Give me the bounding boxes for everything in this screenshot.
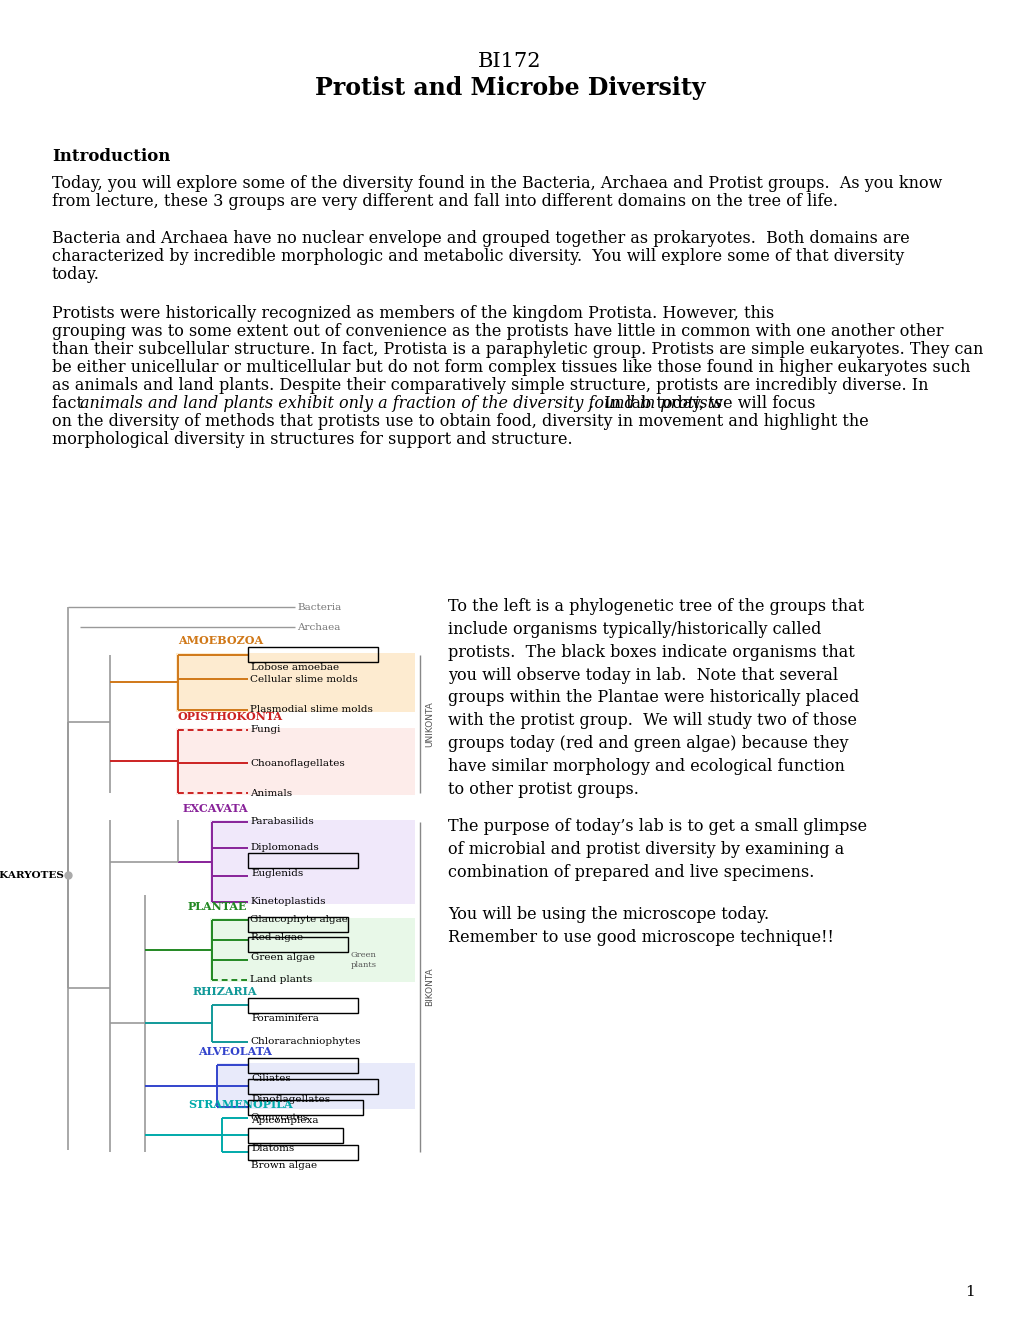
Text: ALVEOLATA: ALVEOLATA — [198, 1045, 272, 1057]
Text: morphological diversity in structures for support and structure.: morphological diversity in structures fo… — [52, 432, 572, 447]
Text: STRAMENOPILA: STRAMENOPILA — [187, 1100, 292, 1110]
Text: from lecture, these 3 groups are very different and fall into different domains : from lecture, these 3 groups are very di… — [52, 193, 838, 210]
Text: Diatoms: Diatoms — [251, 1144, 293, 1152]
Text: today.: today. — [52, 267, 100, 282]
Text: Plasmodial slime molds: Plasmodial slime molds — [250, 705, 373, 714]
Text: Dinoflagellates: Dinoflagellates — [251, 1096, 330, 1104]
Text: .  In lab today, we will focus: . In lab today, we will focus — [588, 395, 815, 412]
Text: Bacteria: Bacteria — [297, 602, 341, 611]
Bar — [176, 729, 415, 795]
Text: Glaucophyte algae: Glaucophyte algae — [250, 916, 347, 924]
Text: Apicomplexa: Apicomplexa — [251, 1115, 318, 1125]
Text: To the left is a phylogenetic tree of the groups that
include organisms typicall: To the left is a phylogenetic tree of th… — [447, 598, 863, 797]
Text: Archaea: Archaea — [297, 623, 340, 631]
Text: Introduction: Introduction — [52, 148, 170, 165]
Text: Euglenids: Euglenids — [251, 869, 303, 878]
Text: Foraminifera: Foraminifera — [251, 1014, 319, 1023]
Text: animals and land plants exhibit only a fraction of the diversity found in protis: animals and land plants exhibit only a f… — [79, 395, 721, 412]
Text: OPISTHOKONTA: OPISTHOKONTA — [178, 711, 283, 722]
Text: fact: fact — [52, 395, 88, 412]
Bar — [248, 998, 358, 1012]
Bar — [248, 917, 347, 932]
Text: Protist and Microbe Diversity: Protist and Microbe Diversity — [315, 77, 704, 100]
Text: Protists were historically recognized as members of the kingdom Protista. Howeve: Protists were historically recognized as… — [52, 305, 773, 322]
Text: Chlorarachniophytes: Chlorarachniophytes — [250, 1038, 360, 1047]
Text: 1: 1 — [964, 1284, 974, 1299]
Bar — [217, 1063, 415, 1109]
Text: Lobose amoebae: Lobose amoebae — [251, 663, 338, 672]
Text: EUKARYOTES: EUKARYOTES — [0, 870, 64, 879]
Bar — [248, 1078, 378, 1094]
Text: BI172: BI172 — [478, 51, 541, 71]
Text: Oomycetes: Oomycetes — [250, 1114, 308, 1122]
Text: as animals and land plants. Despite their comparatively simple structure, protis: as animals and land plants. Despite thei… — [52, 378, 927, 393]
Text: Choanoflagellates: Choanoflagellates — [250, 759, 344, 767]
Text: Brown algae: Brown algae — [251, 1162, 317, 1170]
Text: Diplomonads: Diplomonads — [250, 843, 319, 853]
Text: be either unicellular or multicellular but do not form complex tissues like thos: be either unicellular or multicellular b… — [52, 359, 969, 376]
Text: Animals: Animals — [250, 788, 291, 797]
Bar — [210, 917, 415, 982]
Text: than their subcellular structure. In fact, Protista is a paraphyletic group. Pro: than their subcellular structure. In fac… — [52, 341, 982, 358]
Text: Parabasilids: Parabasilids — [250, 817, 314, 826]
Text: UNIKONTA: UNIKONTA — [425, 701, 434, 747]
Text: on the diversity of methods that protists use to obtain food, diversity in movem: on the diversity of methods that protist… — [52, 413, 868, 430]
Bar — [248, 1129, 342, 1143]
Text: EXCAVATA: EXCAVATA — [182, 803, 249, 814]
Text: Green
plants: Green plants — [351, 952, 377, 969]
Bar — [210, 820, 415, 904]
Bar — [248, 1059, 358, 1073]
Text: Green algae: Green algae — [251, 953, 315, 962]
Text: Kinetoplastids: Kinetoplastids — [250, 898, 325, 907]
Text: PLANTAE: PLANTAE — [187, 902, 248, 912]
Text: characterized by incredible morphologic and metabolic diversity.  You will explo: characterized by incredible morphologic … — [52, 248, 904, 265]
Text: Fungi: Fungi — [250, 726, 280, 734]
Text: The purpose of today’s lab is to get a small glimpse
of microbial and protist di: The purpose of today’s lab is to get a s… — [447, 818, 866, 880]
Bar — [248, 937, 347, 952]
Text: You will be using the microscope today.
Remember to use good microscope techniqu: You will be using the microscope today. … — [447, 906, 834, 946]
Text: Ciliates: Ciliates — [251, 1074, 290, 1082]
Bar — [248, 1100, 363, 1115]
Text: Cellular slime molds: Cellular slime molds — [250, 675, 358, 684]
Text: grouping was to some extent out of convenience as the protists have little in co: grouping was to some extent out of conve… — [52, 323, 943, 341]
Text: Bacteria and Archaea have no nuclear envelope and grouped together as prokaryote: Bacteria and Archaea have no nuclear env… — [52, 230, 909, 247]
Bar — [248, 853, 358, 869]
Text: Red algae: Red algae — [251, 933, 303, 942]
Text: RHIZARIA: RHIZARIA — [193, 986, 257, 997]
Bar — [176, 653, 415, 711]
Text: Today, you will explore some of the diversity found in the Bacteria, Archaea and: Today, you will explore some of the dive… — [52, 176, 942, 191]
Text: Land plants: Land plants — [250, 975, 312, 985]
Bar — [248, 647, 378, 663]
Text: BIKONTA: BIKONTA — [425, 968, 434, 1006]
Bar — [248, 1144, 358, 1160]
Text: AMOEBOZOA: AMOEBOZOA — [178, 635, 263, 645]
